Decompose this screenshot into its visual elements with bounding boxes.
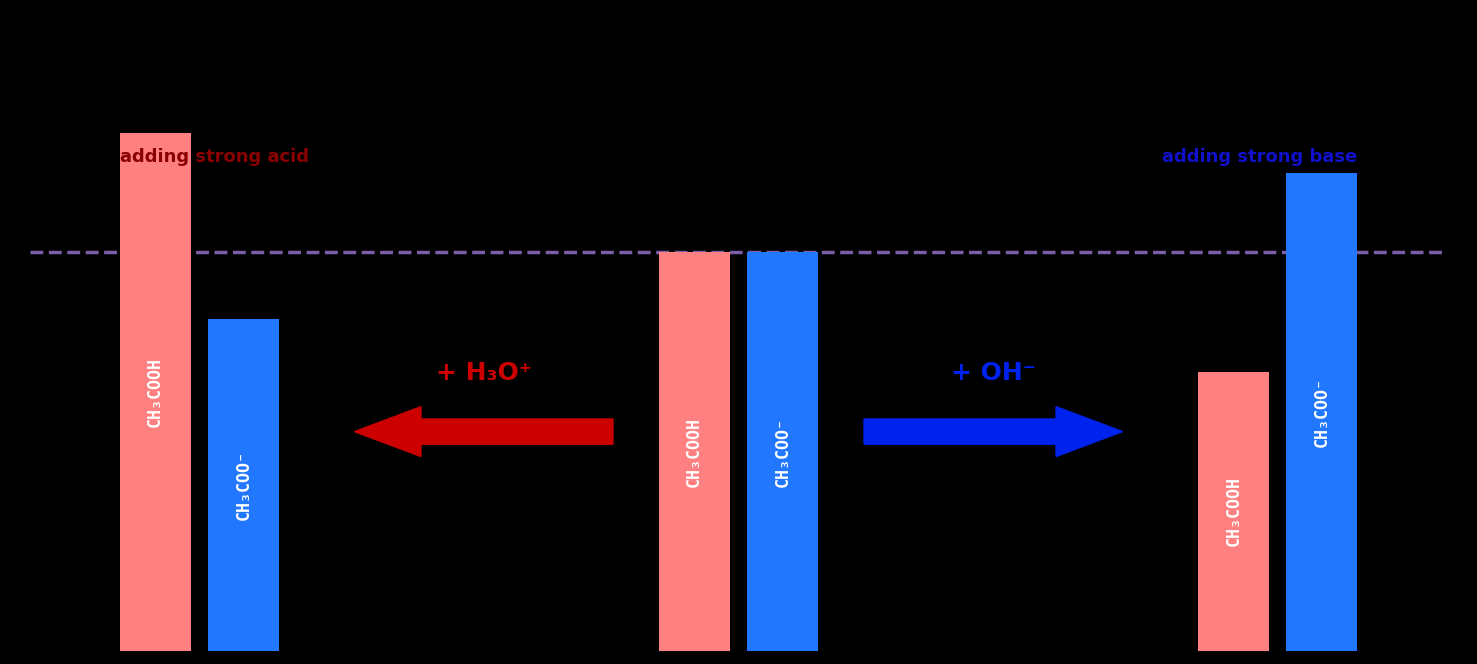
Bar <box>1198 372 1269 651</box>
Text: CH₃COO⁻: CH₃COO⁻ <box>235 450 253 520</box>
Text: adding strong acid: adding strong acid <box>120 148 309 166</box>
Text: CH₃COO⁻: CH₃COO⁻ <box>1313 376 1331 447</box>
Text: CH₃COO⁻: CH₃COO⁻ <box>774 416 792 487</box>
Text: + OH⁻: + OH⁻ <box>951 361 1035 385</box>
Text: + H₃O⁺: + H₃O⁺ <box>436 361 532 385</box>
Text: CH₃COOH: CH₃COOH <box>685 416 703 487</box>
Bar <box>747 252 818 651</box>
Text: CH₃COOH: CH₃COOH <box>1224 476 1242 546</box>
Text: adding strong base: adding strong base <box>1162 148 1357 166</box>
Text: CH₃COOH: CH₃COOH <box>146 357 164 427</box>
Bar <box>659 252 730 651</box>
Bar <box>1286 173 1357 651</box>
FancyArrow shape <box>354 406 613 457</box>
Bar <box>208 319 279 651</box>
Bar <box>120 133 191 651</box>
FancyArrow shape <box>864 406 1123 457</box>
